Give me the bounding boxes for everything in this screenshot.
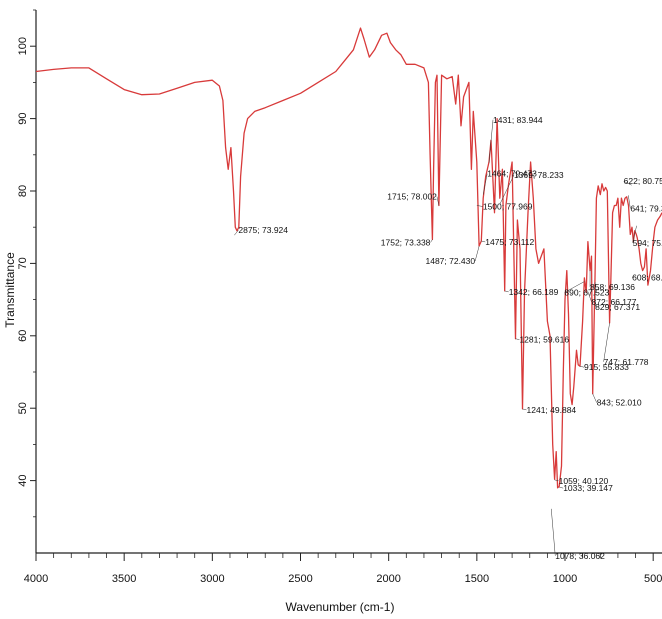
axes (35, 10, 662, 554)
y-tick-label: 90 (17, 112, 29, 124)
peak-annotation: 622; 80.751 (624, 176, 662, 186)
x-axis-label: Wavenumber (cm-1) (286, 600, 395, 614)
annotation-leader (603, 322, 610, 362)
peak-annotation: 1431; 83.944 (493, 115, 543, 125)
peak-annotation: 1241; 49.884 (527, 405, 577, 415)
annotation-leader (632, 225, 637, 243)
annotation-leader (482, 173, 488, 195)
annotation-leader (632, 276, 635, 278)
annotation-leader (564, 281, 585, 293)
x-tick-label: 3500 (112, 573, 136, 585)
annotation-leader (522, 408, 527, 411)
annotation-leader (554, 479, 559, 482)
annotation-leader (551, 508, 556, 556)
peak-annotation: 1500; 77.969 (483, 201, 533, 211)
annotations: 2875; 73.924 1752; 73.338 1715; 78.002 1431… (234, 115, 662, 561)
y-tick-label: 70 (17, 257, 29, 269)
annotation-leader (628, 195, 631, 209)
peak-annotation: 858; 69.136 (590, 282, 635, 292)
x-tick-label: 1000 (553, 573, 577, 585)
peak-annotation: 1369; 78.233 (514, 170, 564, 180)
peak-annotation: 1078; 36.062 (555, 551, 605, 561)
x-tick-label: 2000 (376, 573, 400, 585)
y-tick-label: 80 (17, 185, 29, 197)
peak-annotation: 747; 61.778 (604, 357, 649, 367)
annotation-leader (579, 365, 585, 368)
peak-annotation: 1487; 72.430 (425, 256, 475, 266)
peak-annotation: 1059; 40.120 (559, 476, 609, 486)
annotation-leader (592, 393, 597, 403)
annotation-leader (481, 240, 486, 243)
peak-annotation: 1342; 66.189 (509, 287, 559, 297)
peak-annotation: 1752; 73.338 (381, 238, 431, 248)
annotation-leader (504, 290, 509, 293)
annotation-leader (587, 290, 592, 302)
y-tick-label: 60 (17, 330, 29, 342)
annotation-leader (476, 205, 483, 207)
spectrum-line (35, 27, 662, 489)
peak-annotation: 1715; 78.002 (387, 191, 437, 201)
y-tick-label: 100 (17, 37, 29, 55)
ticks: 4000 3500 3000 2500 2000 1500 1000 500 40 50 60 70 8… (17, 9, 662, 585)
annotation-leader (488, 119, 494, 163)
annotation-leader (474, 245, 480, 262)
peak-annotation: 2875; 73.924 (238, 225, 288, 235)
x-tick-label: 1500 (465, 573, 489, 585)
peak-annotation: 594; 75.2 (633, 238, 662, 248)
x-tick-label: 2500 (288, 573, 312, 585)
annotation-leader (430, 239, 433, 243)
peak-annotation: 1475; 73.112 (485, 237, 534, 247)
peak-annotation: 872; 66.177 (592, 297, 637, 307)
y-tick-label: 50 (17, 402, 29, 414)
x-tick-label: 500 (644, 573, 662, 585)
y-tick-label: 40 (17, 474, 29, 486)
annotation-leader (515, 338, 520, 340)
peak-annotation: 1033; 39.147 (563, 483, 613, 493)
peak-annotation: 1281; 59.616 (519, 335, 569, 345)
annotation-leader (559, 486, 564, 489)
peak-annotation: 890; 67.523 (564, 288, 609, 298)
peak-annotation: 843; 52.010 (597, 398, 642, 408)
peak-annotation: 608; 68.161 (632, 272, 662, 282)
annotation-leader (436, 196, 440, 206)
peak-annotation: 829; 67.371 (595, 302, 640, 312)
annotation-leader (499, 174, 515, 205)
annotation-leader (623, 180, 632, 186)
peak-annotation: 1464; 79.473 (487, 169, 537, 179)
x-tick-label: 3000 (200, 573, 224, 585)
y-axis-label: Transmittance (3, 252, 17, 328)
series (35, 27, 662, 489)
x-tick-label: 4000 (24, 573, 48, 585)
annotation-leader (234, 230, 239, 236)
peak-annotation: 641; 79.39 (630, 203, 662, 213)
peak-annotation: 915; 55.833 (584, 362, 629, 372)
